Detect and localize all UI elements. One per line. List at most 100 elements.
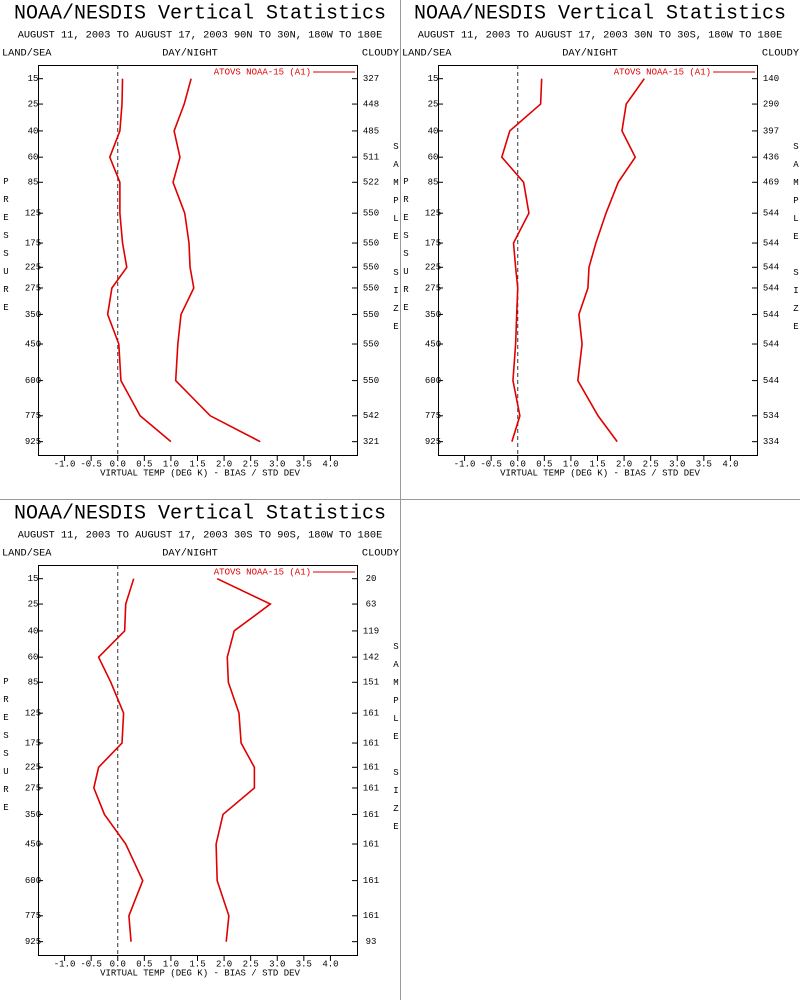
sample-size: 544: [763, 376, 779, 386]
std-dev-line: [577, 78, 645, 443]
x-tick-label: -1.0: [54, 959, 76, 969]
x-tick-label: 0.5: [536, 459, 552, 469]
y-tick-label: 125: [425, 209, 441, 219]
sample-size: 485: [363, 126, 379, 136]
x-tick-label: 1.5: [189, 459, 205, 469]
chart-title: NOAA/NESDIS Vertical Statistics: [14, 2, 386, 25]
cloudy-label: CLOUDY: [362, 548, 399, 560]
subtitle: AUGUST 11, 2003 TO AUGUST 17, 2003 90N T…: [18, 30, 383, 42]
y-tick-label: 40: [28, 126, 39, 136]
x-tick-label: 1.5: [589, 459, 605, 469]
land-sea-label: LAND/SEA: [2, 548, 52, 560]
sample-size: 161: [363, 839, 379, 849]
y-tick-label: 450: [425, 339, 441, 349]
bias-line: [500, 78, 543, 442]
y-tick-label: 15: [428, 74, 439, 84]
y-tick-label: 125: [25, 709, 41, 719]
y-tick-label: 925: [25, 937, 41, 947]
y-tick-label: 600: [25, 876, 41, 886]
sample-size: 550: [363, 283, 379, 293]
y-tick-label: 40: [28, 626, 39, 636]
sample-size: 161: [363, 763, 379, 773]
x-tick-label: 2.5: [643, 459, 659, 469]
y-tick-label: 775: [25, 911, 41, 921]
x-tick-label: -1.0: [54, 459, 76, 469]
sample-size: 534: [763, 411, 779, 421]
y-tick-label: 15: [28, 574, 39, 584]
x-tick-label: -0.5: [80, 959, 102, 969]
y-tick-label: 60: [428, 153, 439, 163]
sample-size: 161: [363, 911, 379, 921]
sample-size: 321: [363, 437, 379, 447]
x-axis-label: VIRTUAL TEMP (DEG K) - BIAS / STD DEV: [500, 468, 700, 478]
y-tick-label: 175: [25, 238, 41, 248]
x-tick-label: 3.0: [269, 959, 285, 969]
y-tick-label: 450: [25, 339, 41, 349]
y-tick-label: 85: [28, 678, 39, 688]
legend-label: ATOVS NOAA-15 (A1): [214, 567, 311, 577]
sample-size: 327: [363, 74, 379, 84]
x-tick-label: 3.0: [669, 459, 685, 469]
y-tick-label: 15: [28, 74, 39, 84]
sample-size: 151: [363, 678, 379, 688]
day-night-label: DAY/NIGHT: [162, 48, 218, 60]
y-tick-label: 175: [25, 738, 41, 748]
x-tick-label: 2.5: [243, 459, 259, 469]
sample-size: 544: [763, 339, 779, 349]
x-tick-label: 2.0: [616, 459, 632, 469]
sample-size: 140: [763, 74, 779, 84]
day-night-label: DAY/NIGHT: [162, 548, 218, 560]
y-tick-label: 225: [425, 263, 441, 273]
sample-size: 544: [763, 238, 779, 248]
y-tick-label: 275: [25, 783, 41, 793]
sample-size: 448: [363, 99, 379, 109]
sample-size: 544: [763, 263, 779, 273]
bias-line: [106, 78, 172, 443]
sample-size: 550: [363, 263, 379, 273]
y-tick-label: 85: [28, 178, 39, 188]
std-dev-line: [215, 577, 272, 942]
x-tick-label: 1.5: [189, 959, 205, 969]
x-tick-label: 0.5: [136, 459, 152, 469]
land-sea-label: LAND/SEA: [402, 48, 452, 60]
y-tick-label: 125: [25, 209, 41, 219]
sample-size: 161: [363, 783, 379, 793]
x-tick-label: 0.0: [510, 459, 526, 469]
x-tick-label: 2.0: [216, 459, 232, 469]
y-tick-label: 775: [425, 411, 441, 421]
sample-size: 93: [366, 937, 377, 947]
day-night-label: DAY/NIGHT: [562, 48, 618, 60]
x-tick-label: 0.5: [136, 959, 152, 969]
y-tick-label: 60: [28, 153, 39, 163]
sample-size: 334: [763, 437, 779, 447]
y-tick-label: 60: [28, 653, 39, 663]
y-tick-label: 600: [25, 376, 41, 386]
y-tick-label: 350: [425, 310, 441, 320]
chart-title: NOAA/NESDIS Vertical Statistics: [414, 2, 786, 25]
sample-size: 544: [763, 209, 779, 219]
sample-size: 161: [363, 876, 379, 886]
sample-size: 119: [363, 626, 379, 636]
x-tick-label: 4.0: [722, 459, 738, 469]
y-tick-label: 175: [425, 238, 441, 248]
sample-size: 161: [363, 810, 379, 820]
x-tick-label: -1.0: [454, 459, 476, 469]
sample-size: 550: [363, 238, 379, 248]
sample-size: 397: [763, 126, 779, 136]
y-tick-label: 925: [25, 437, 41, 447]
cloudy-label: CLOUDY: [362, 48, 399, 60]
x-axis-label: VIRTUAL TEMP (DEG K) - BIAS / STD DEV: [100, 468, 300, 478]
y-tick-label: 350: [25, 310, 41, 320]
sample-size: 550: [363, 209, 379, 219]
chart-title: NOAA/NESDIS Vertical Statistics: [14, 502, 386, 525]
sample-size: 142: [363, 653, 379, 663]
sample-size: 161: [363, 738, 379, 748]
x-tick-label: -0.5: [480, 459, 502, 469]
sample-size: 550: [363, 339, 379, 349]
